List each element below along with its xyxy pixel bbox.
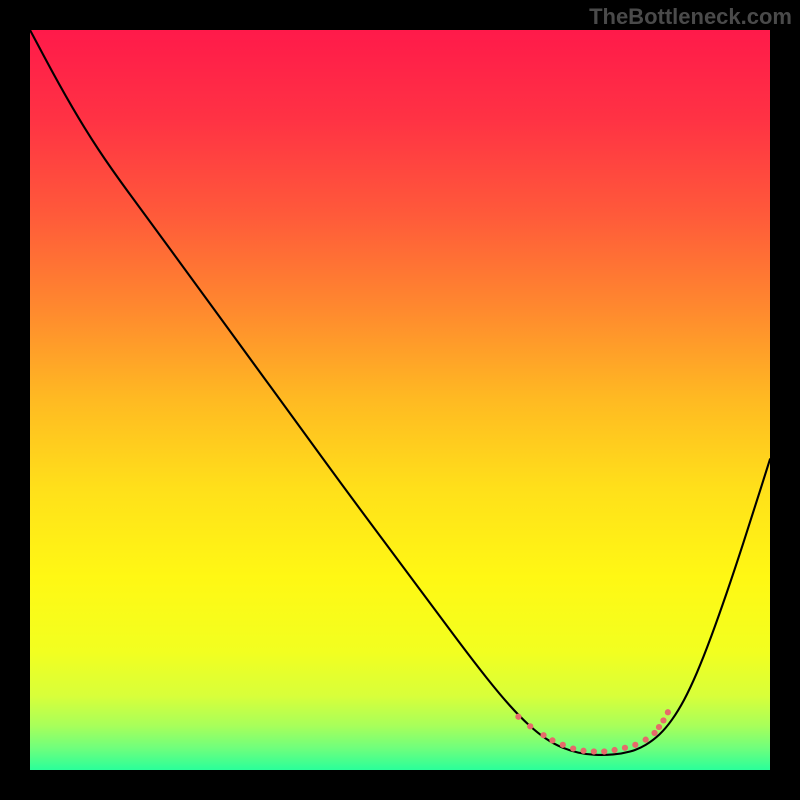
gradient-background [30,30,770,770]
chart-container: TheBottleneck.com [0,0,800,800]
chart-svg [0,0,800,800]
watermark-text: TheBottleneck.com [589,4,792,30]
